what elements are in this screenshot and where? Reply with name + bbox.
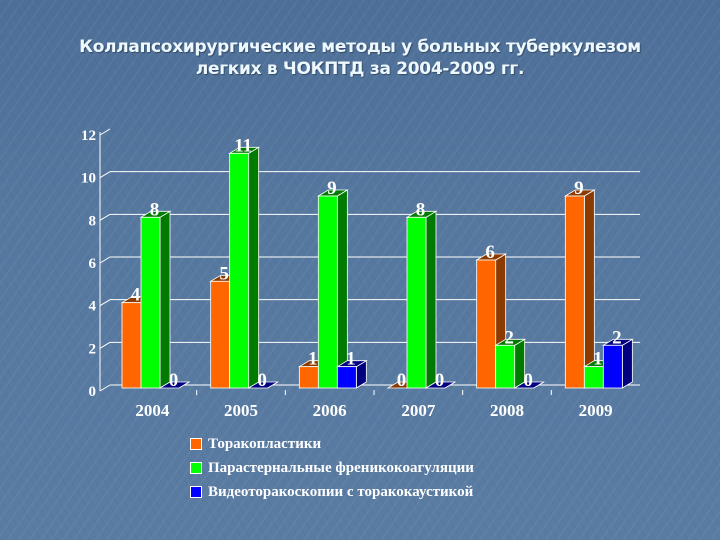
chart-legend: Торакопластики Парастернальные френикокоа… — [190, 433, 474, 505]
y-tick-label: 10 — [81, 171, 96, 187]
bar: 9 — [563, 178, 596, 389]
legend-item: Парастернальные френикокоагуляции — [190, 457, 474, 479]
data-label: 11 — [234, 135, 252, 156]
legend-swatch — [190, 486, 202, 498]
bar: 2 — [601, 327, 634, 389]
data-label: 0 — [169, 370, 179, 391]
y-tick-label: 12 — [81, 128, 96, 144]
data-label: 2 — [504, 327, 514, 348]
data-label: 2 — [612, 327, 622, 348]
bar: 2 — [494, 327, 527, 389]
legend-item: Торакопластики — [190, 433, 474, 455]
y-tick-label: 0 — [89, 384, 97, 400]
legend-item: Видеоторакоскопии с торакокаустикой — [190, 481, 474, 503]
data-label: 5 — [219, 263, 229, 284]
data-label: 4 — [131, 285, 141, 306]
legend-swatch — [190, 438, 202, 450]
bar: 0 — [424, 370, 457, 391]
bar: 0 — [247, 370, 280, 391]
legend-label: Видеоторакоскопии с торакокаустикой — [208, 483, 474, 500]
slide-title: Коллапсохирургические методы у больных т… — [0, 36, 720, 80]
data-label: 0 — [435, 370, 445, 391]
data-label: 1 — [593, 349, 603, 370]
data-label: 8 — [150, 199, 160, 220]
x-category-label: 2004 — [135, 401, 170, 420]
bar: 8 — [139, 199, 172, 389]
data-label: 1 — [346, 349, 356, 370]
bar: 0 — [158, 370, 191, 391]
y-tick-label: 8 — [89, 213, 97, 229]
data-label: 0 — [523, 370, 533, 391]
bar: 9 — [316, 178, 349, 389]
bar: 0 — [513, 370, 546, 391]
data-label: 0 — [257, 370, 267, 391]
plot-area: 0246810122004480200551102006191200708020… — [81, 128, 640, 420]
y-tick-label: 4 — [89, 299, 97, 315]
title-line-1: Коллапсохирургические методы у больных т… — [79, 37, 641, 57]
data-label: 1 — [308, 349, 318, 370]
data-label: 8 — [416, 199, 426, 220]
bar: 1 — [335, 349, 368, 389]
data-label: 6 — [485, 242, 495, 263]
data-label: 9 — [574, 178, 584, 199]
x-category-label: 2008 — [490, 401, 524, 420]
title-line-2: легких в ЧОКПТД за 2004-2009 гг. — [195, 59, 525, 79]
data-label: 9 — [327, 178, 337, 199]
data-label: 0 — [397, 370, 407, 391]
legend-label: Торакопластики — [208, 435, 322, 452]
x-category-label: 2007 — [401, 401, 436, 420]
legend-label: Парастернальные френикокоагуляции — [208, 459, 474, 476]
x-category-label: 2006 — [313, 401, 347, 420]
bar: 11 — [228, 135, 261, 389]
x-category-label: 2009 — [579, 401, 613, 420]
y-tick-label: 2 — [89, 341, 97, 357]
legend-swatch — [190, 462, 202, 474]
x-category-label: 2005 — [224, 401, 258, 420]
y-tick-label: 6 — [89, 256, 97, 272]
bar: 8 — [405, 199, 438, 389]
